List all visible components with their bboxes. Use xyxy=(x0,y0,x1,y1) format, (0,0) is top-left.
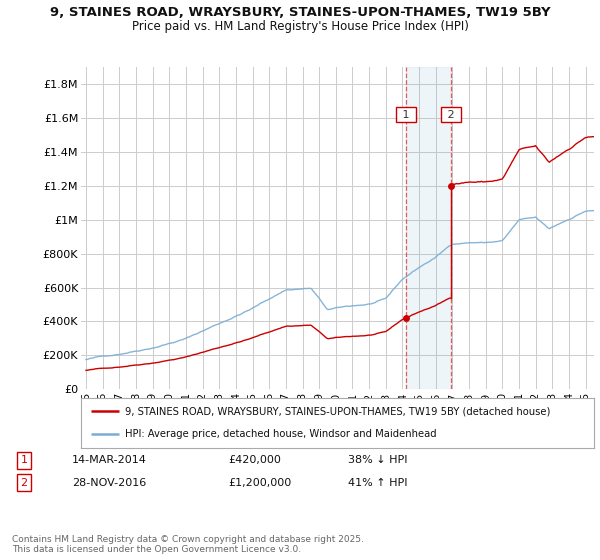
Text: 28-NOV-2016: 28-NOV-2016 xyxy=(72,478,146,488)
Text: 9, STAINES ROAD, WRAYSBURY, STAINES-UPON-THAMES, TW19 5BY: 9, STAINES ROAD, WRAYSBURY, STAINES-UPON… xyxy=(50,6,550,18)
Text: £1,200,000: £1,200,000 xyxy=(228,478,291,488)
Text: 2: 2 xyxy=(20,478,28,488)
Bar xyxy=(406,67,451,389)
Text: Contains HM Land Registry data © Crown copyright and database right 2025.
This d: Contains HM Land Registry data © Crown c… xyxy=(12,535,364,554)
Text: 38% ↓ HPI: 38% ↓ HPI xyxy=(348,455,407,465)
Text: £420,000: £420,000 xyxy=(228,455,281,465)
Text: 2: 2 xyxy=(443,110,458,120)
Text: Price paid vs. HM Land Registry's House Price Index (HPI): Price paid vs. HM Land Registry's House … xyxy=(131,20,469,32)
Text: 14-MAR-2014: 14-MAR-2014 xyxy=(72,455,147,465)
Text: 1: 1 xyxy=(399,110,413,120)
Text: 41% ↑ HPI: 41% ↑ HPI xyxy=(348,478,407,488)
Text: 1: 1 xyxy=(20,455,28,465)
Text: HPI: Average price, detached house, Windsor and Maidenhead: HPI: Average price, detached house, Wind… xyxy=(125,430,436,440)
Text: 9, STAINES ROAD, WRAYSBURY, STAINES-UPON-THAMES, TW19 5BY (detached house): 9, STAINES ROAD, WRAYSBURY, STAINES-UPON… xyxy=(125,406,550,416)
